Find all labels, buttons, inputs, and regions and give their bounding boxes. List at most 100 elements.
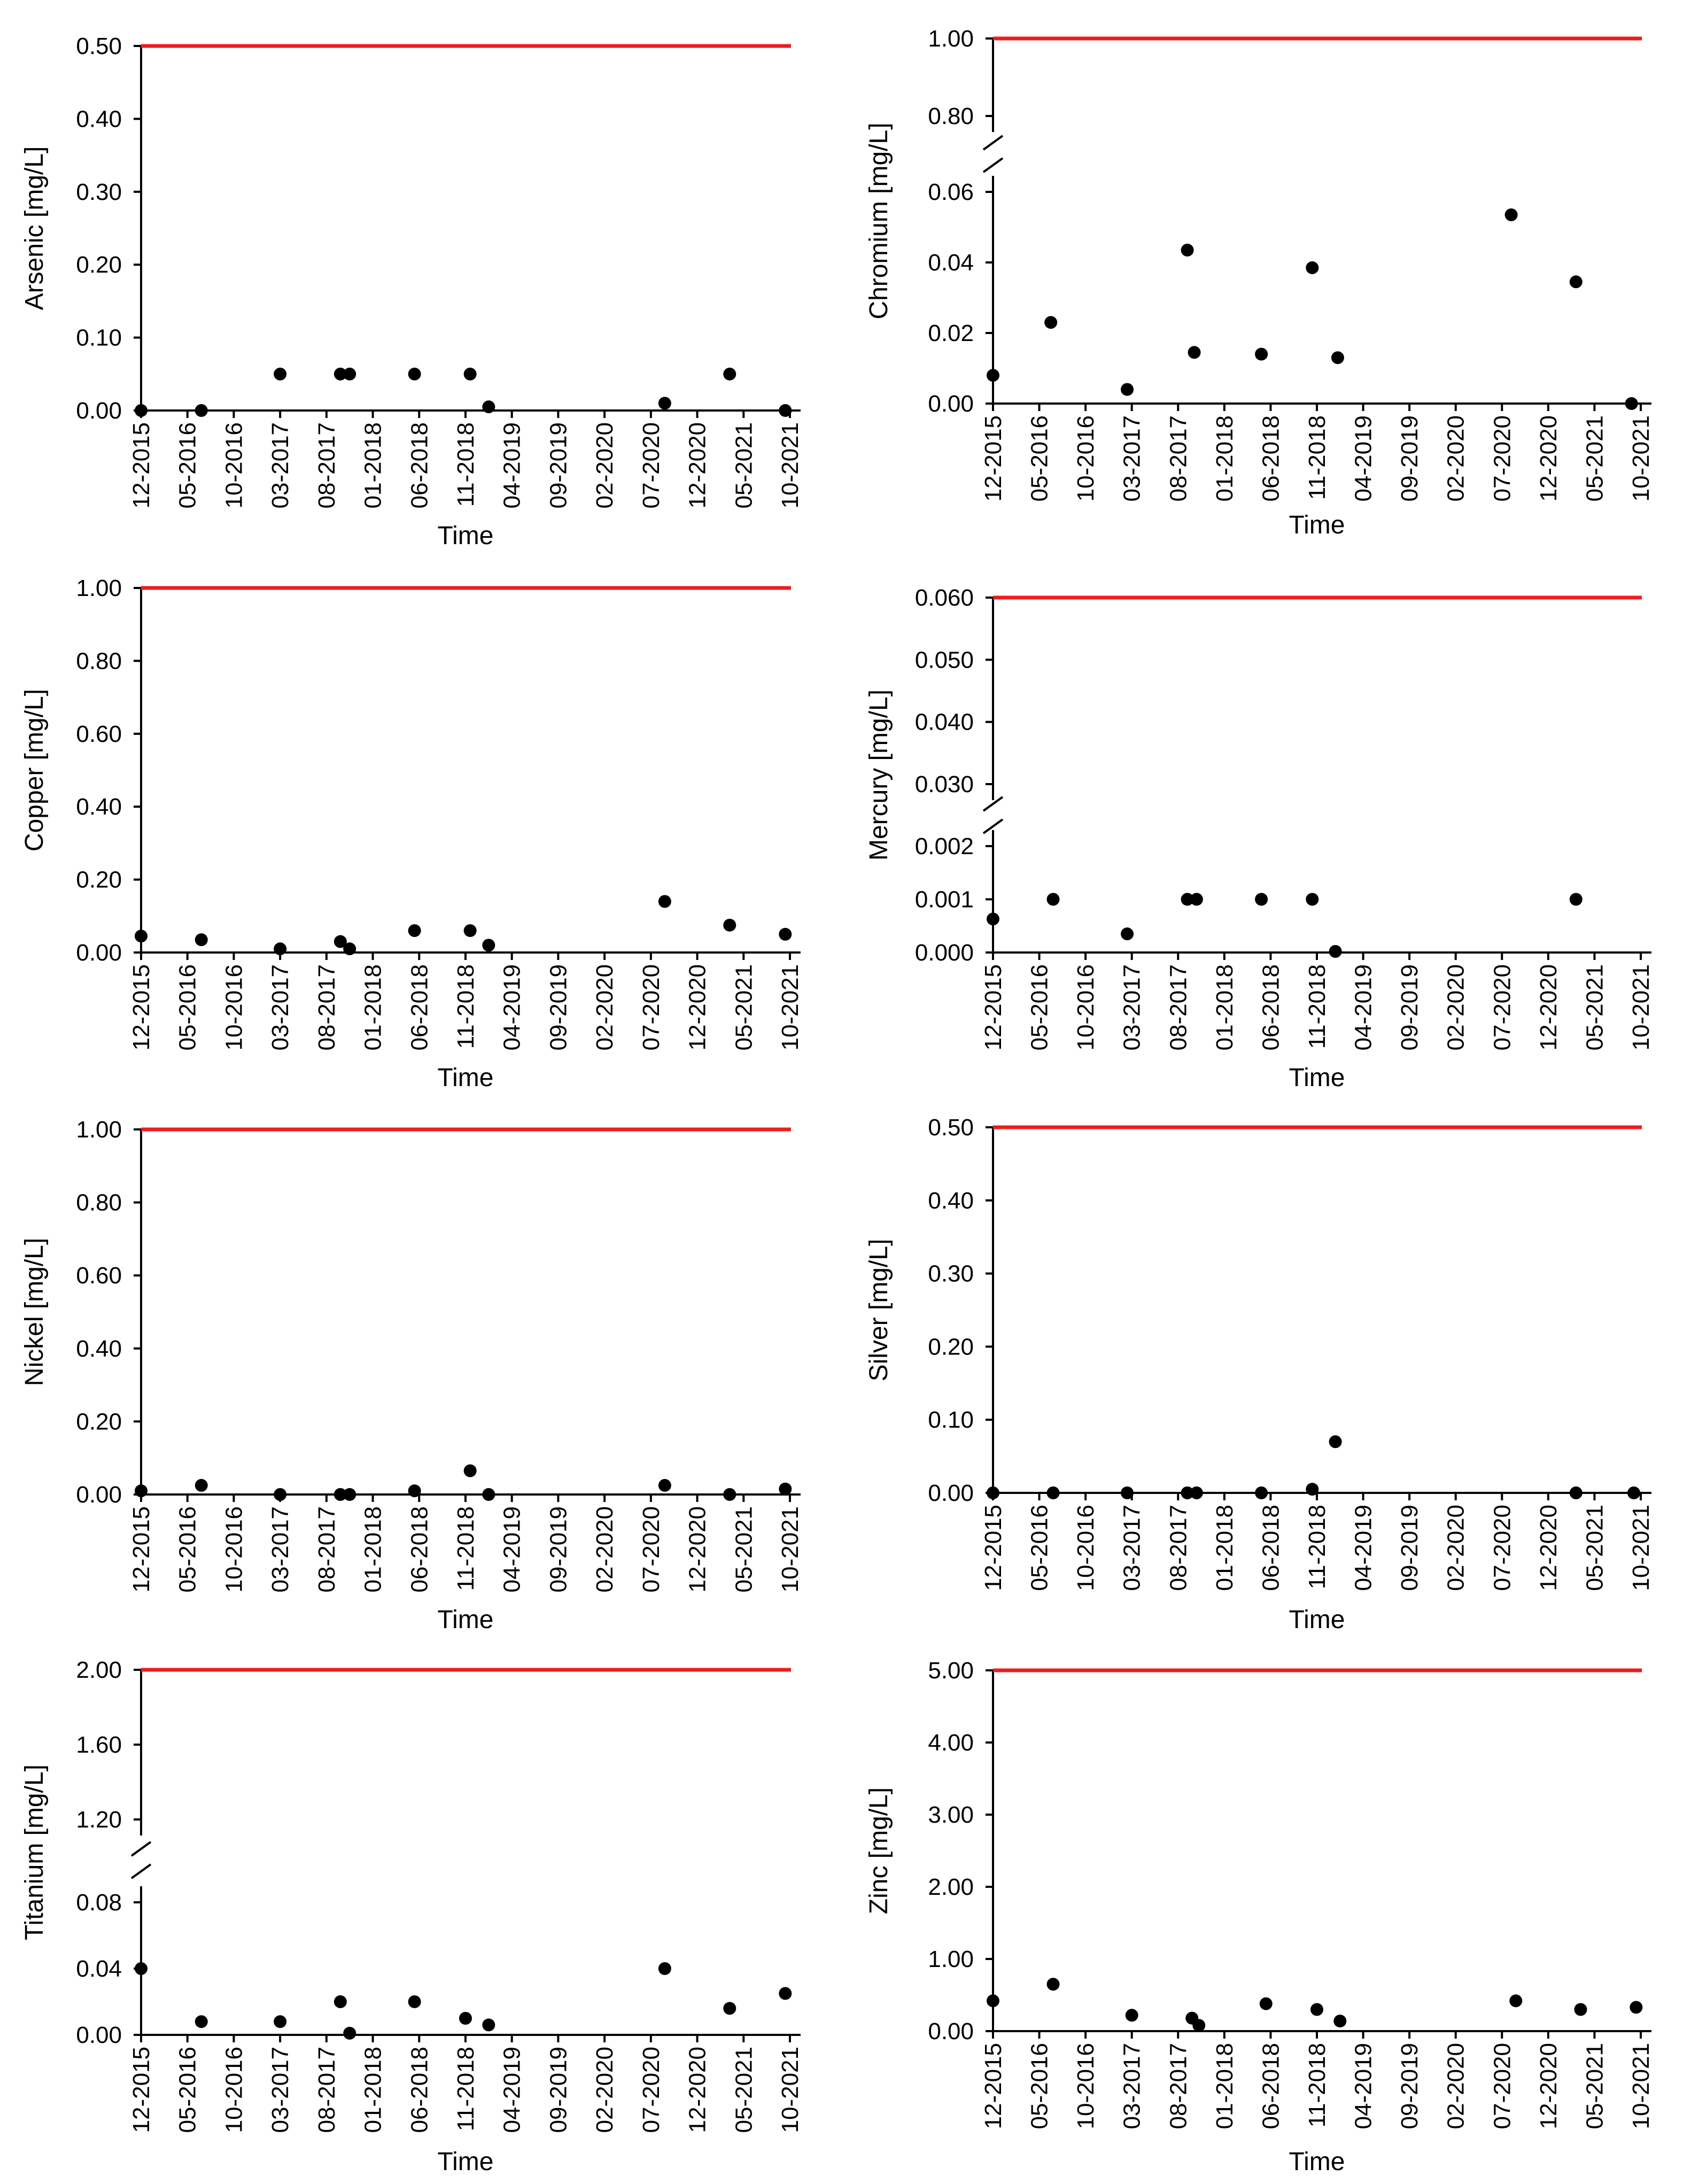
data-point <box>274 1488 287 1501</box>
x-tick-label: 05-2021 <box>1581 415 1608 501</box>
data-point <box>779 1987 792 2000</box>
data-point <box>408 924 421 938</box>
data-point <box>1255 893 1268 906</box>
x-axis-label: Time <box>438 1064 494 1092</box>
x-tick-label: 10-2021 <box>1628 1505 1654 1591</box>
x-axis-label: Time <box>438 522 494 550</box>
x-tick-label: 12-2020 <box>685 422 711 508</box>
axis-break-mark <box>982 135 1004 151</box>
x-tick-label: 12-2020 <box>685 1506 711 1592</box>
data-point <box>343 2026 356 2040</box>
data-point <box>333 935 347 948</box>
x-tick-label: 12-2015 <box>128 422 154 508</box>
x-tick-label: 02-2020 <box>1443 2043 1469 2129</box>
data-point <box>195 1478 208 1492</box>
x-tick-label: 09-2019 <box>1397 2043 1423 2129</box>
x-tick-label: 05-2016 <box>175 964 201 1050</box>
data-point <box>343 942 356 956</box>
y-tick-label: 1.00 <box>76 1117 122 1143</box>
chart-arsenic: 0.00 0.10 0.20 0.30 0.40 0.50 12-2015 05-2016 10… <box>20 33 803 550</box>
x-tick-label: 12-2020 <box>1535 1505 1562 1591</box>
data-point <box>1190 1486 1203 1499</box>
data-point <box>333 1488 347 1501</box>
x-tick-label: 05-2021 <box>731 422 757 508</box>
chart-nickel: 0.00 0.20 0.40 0.60 0.80 1.00 12-2015 05-2016 10… <box>20 1117 803 1634</box>
x-tick-label: 01-2018 <box>1212 1505 1238 1591</box>
x-tick-label: 06-2018 <box>1258 1505 1284 1591</box>
y-tick-label: 2.00 <box>928 1874 974 1900</box>
y-axis-label: Titanium [mg/L] <box>20 1764 49 1940</box>
x-tick-label: 07-2020 <box>638 2047 664 2133</box>
y-tick-label: 2.00 <box>76 1657 122 1683</box>
x-tick-label: 05-2016 <box>175 1506 201 1592</box>
x-tick-label: 10-2021 <box>777 2047 803 2133</box>
data-point <box>1190 893 1203 906</box>
chart-copper: 0.00 0.20 0.40 0.60 0.80 1.00 12-2015 05-2016 10… <box>20 575 803 1092</box>
data-point <box>274 2015 287 2028</box>
x-tick-label: 01-2018 <box>360 1506 386 1592</box>
x-tick-label: 10-2021 <box>777 964 803 1050</box>
data-point <box>1121 383 1134 396</box>
data-point <box>1121 1486 1134 1499</box>
x-tick-label: 02-2020 <box>592 1506 618 1592</box>
x-tick-label: 05-2021 <box>731 964 757 1050</box>
data-point <box>333 367 347 381</box>
x-tick-label: 03-2017 <box>267 2047 293 2133</box>
chart-silver: 0.00 0.10 0.20 0.30 0.40 0.50 12-2015 05-2016 10… <box>865 1114 1654 1634</box>
x-tick-label: 01-2018 <box>360 2047 386 2133</box>
x-tick-label: 04-2019 <box>499 1506 525 1592</box>
data-point <box>1630 2001 1643 2014</box>
data-point <box>658 1962 671 1975</box>
data-point <box>1121 927 1134 941</box>
y-axis-label: Arsenic [mg/L] <box>20 146 49 311</box>
x-tick-label: 12-2020 <box>1535 2043 1562 2129</box>
data-point <box>1125 2009 1138 2022</box>
chart-mercury: 0.000 0.001 0.002 0.030 0.040 0.050 0.060 12-20… <box>865 585 1654 1092</box>
data-point <box>779 927 792 941</box>
x-tick-label: 07-2020 <box>638 422 664 508</box>
x-tick-label: 10-2021 <box>1628 964 1654 1050</box>
data-point <box>1569 275 1583 289</box>
x-tick-label: 11-2018 <box>453 2047 479 2131</box>
x-tick-label: 11-2018 <box>453 422 479 507</box>
x-tick-label: 05-2016 <box>1027 964 1053 1050</box>
axis-break-mark <box>130 1863 152 1879</box>
data-point <box>135 1484 148 1498</box>
data-point <box>723 1488 736 1501</box>
x-tick-label: 05-2016 <box>1027 2043 1053 2129</box>
data-point <box>723 918 736 932</box>
x-tick-label: 04-2019 <box>1351 964 1377 1050</box>
data-point <box>1046 1486 1060 1499</box>
data-point <box>482 939 495 952</box>
data-point <box>1331 351 1344 365</box>
x-tick-label: 05-2021 <box>731 1506 757 1592</box>
data-point <box>658 1478 671 1492</box>
x-tick-label: 07-2020 <box>1489 1505 1515 1591</box>
x-tick-label: 02-2020 <box>1443 964 1469 1050</box>
y-tick-label: 0.00 <box>76 940 122 966</box>
data-point <box>1188 346 1201 359</box>
y-tick-label: 1.00 <box>928 1946 974 1972</box>
y-tick-label: 4.00 <box>928 1730 974 1756</box>
y-axis-label: Copper [mg/L] <box>20 689 49 851</box>
y-axis-label: Silver [mg/L] <box>865 1239 893 1382</box>
x-tick-label: 12-2020 <box>1535 415 1562 501</box>
x-tick-label: 08-2017 <box>1165 964 1191 1050</box>
data-point <box>1333 2015 1347 2028</box>
y-tick-label: 0.00 <box>928 1480 974 1506</box>
x-tick-label: 09-2019 <box>1397 964 1423 1050</box>
x-tick-label: 11-2018 <box>1304 1505 1330 1589</box>
x-tick-label: 12-2015 <box>128 1506 154 1592</box>
y-tick-label: 0.20 <box>76 1408 122 1435</box>
x-tick-label: 04-2019 <box>1351 1505 1377 1591</box>
x-tick-label: 04-2019 <box>1351 415 1377 501</box>
x-tick-label: 04-2019 <box>499 2047 525 2133</box>
x-tick-label: 08-2017 <box>1165 2043 1191 2129</box>
chart-zinc: 0.00 1.00 2.00 3.00 4.00 5.00 12-2015 05-2016 10… <box>865 1658 1654 2176</box>
x-tick-label: 07-2020 <box>638 964 664 1050</box>
data-point <box>135 930 148 943</box>
data-point <box>408 367 421 381</box>
x-tick-label: 03-2017 <box>1119 964 1145 1050</box>
x-tick-label: 04-2019 <box>499 422 525 508</box>
